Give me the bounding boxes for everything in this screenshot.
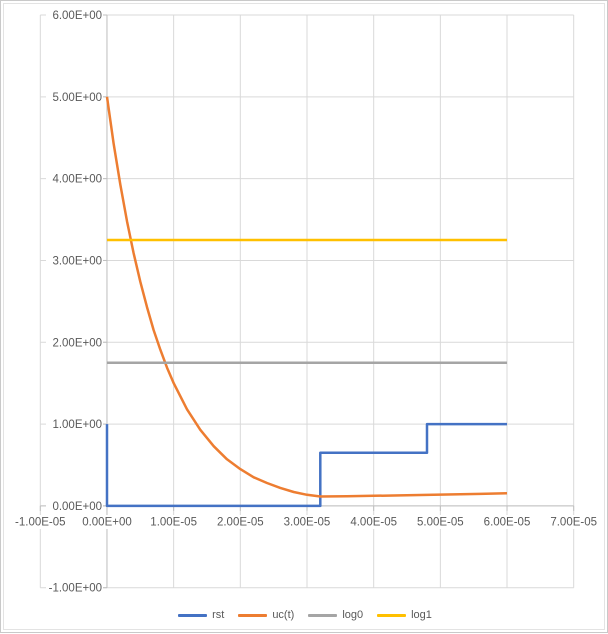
y-tick-label: 1.00E+00 <box>52 419 102 431</box>
legend-item-log0[interactable]: log0 <box>308 608 364 621</box>
series-line-uct[interactable] <box>105 96 508 498</box>
legend-line-swatch <box>308 613 338 617</box>
x-tick-label-bg <box>211 515 270 529</box>
y-tick-label: 0.00E+00 <box>52 501 102 513</box>
legend-item-log1[interactable]: log1 <box>377 608 432 621</box>
x-tick-label: 5.00E-05 <box>417 517 464 529</box>
legend-line-swatch <box>238 613 268 617</box>
chart-legend: rst uc(t) log0 log1 <box>1 605 608 625</box>
y-tick-label-bg <box>46 89 103 104</box>
legend-label: log1 <box>411 608 432 621</box>
y-tick-label-bg <box>46 580 103 595</box>
x-tick-label: 3.00E-05 <box>284 517 331 529</box>
x-tick-label-bg <box>144 515 203 529</box>
y-tick-label: 4.00E+00 <box>52 174 102 186</box>
x-tick-label-bg <box>478 515 537 529</box>
y-tick-label: 6.00E+00 <box>52 10 102 22</box>
y-tick-label-bg <box>46 335 103 350</box>
x-tick-label-bg <box>544 515 603 529</box>
x-tick-label: 1.00E-05 <box>150 517 197 529</box>
series-line-rst[interactable] <box>105 422 507 508</box>
x-tick-label: 4.00E-05 <box>350 517 397 529</box>
y-tick-label: 2.00E+00 <box>52 337 102 349</box>
x-tick-label: -1.00E-05 <box>15 517 66 529</box>
legend-line-swatch <box>178 613 208 617</box>
y-tick-label-bg <box>46 8 103 22</box>
x-tick-label-bg <box>278 515 336 529</box>
x-tick-label: 2.00E-05 <box>217 517 264 529</box>
axis-labels: 6.00E+00 5.00E+00 4.00E+00 3.00E+00 2.00E+00… <box>11 8 603 595</box>
y-tick-label-bg <box>46 253 103 268</box>
y-tick-label-bg <box>46 498 103 513</box>
x-tick-label-bg <box>344 515 403 529</box>
x-tick-label: 7.00E-05 <box>550 517 597 529</box>
legend-label: rst <box>212 608 225 621</box>
legend-label: uc(t) <box>272 608 295 621</box>
y-tick-label: 3.00E+00 <box>52 255 102 267</box>
legend-label: log0 <box>342 608 364 621</box>
legend-line-swatch <box>377 613 407 617</box>
legend-item-rst[interactable]: rst <box>178 608 225 621</box>
y-tick-label-bg <box>46 171 103 186</box>
x-tick-label-bg <box>11 515 70 529</box>
legend-item-uct[interactable]: uc(t) <box>238 608 295 621</box>
x-tick-label-bg <box>411 515 470 529</box>
x-tick-label-bg <box>77 515 136 529</box>
x-tick-label: 6.00E-05 <box>484 517 531 529</box>
y-tick-label-bg <box>46 417 103 432</box>
x-tick-label: 0.00E+00 <box>82 517 132 529</box>
gridlines <box>39 14 575 589</box>
y-tick-label: -1.00E+00 <box>49 583 102 595</box>
y-tick-label: 5.00E+00 <box>52 92 102 104</box>
